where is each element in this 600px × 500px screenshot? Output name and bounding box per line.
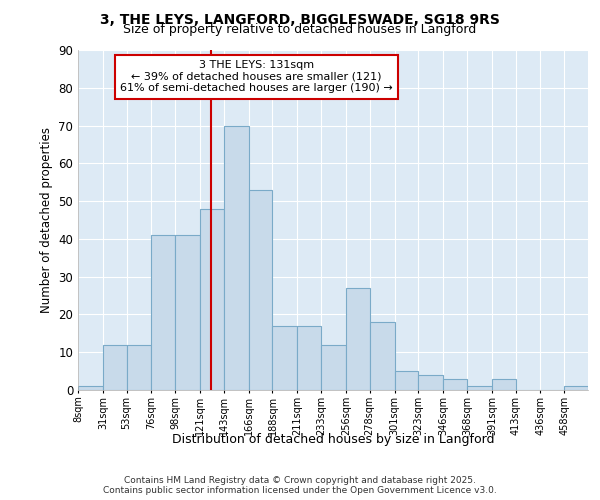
Bar [346,288,370,390]
Text: 3 THE LEYS: 131sqm
← 39% of detached houses are smaller (121)
61% of semi-detach: 3 THE LEYS: 131sqm ← 39% of detached hou… [120,60,393,94]
Text: Contains public sector information licensed under the Open Government Licence v3: Contains public sector information licen… [103,486,497,495]
Bar [443,378,467,390]
Bar [395,371,418,390]
Bar [200,208,224,390]
Bar [272,326,298,390]
Bar [224,126,249,390]
Bar [175,235,200,390]
Bar [298,326,321,390]
Bar [151,235,175,390]
Bar [321,344,346,390]
Y-axis label: Number of detached properties: Number of detached properties [40,127,53,313]
Bar [564,386,588,390]
Bar [492,378,515,390]
Text: Contains HM Land Registry data © Crown copyright and database right 2025.: Contains HM Land Registry data © Crown c… [124,476,476,485]
Text: Distribution of detached houses by size in Langford: Distribution of detached houses by size … [172,432,494,446]
Bar [103,344,127,390]
Bar [418,375,443,390]
Text: Size of property relative to detached houses in Langford: Size of property relative to detached ho… [124,24,476,36]
Bar [467,386,492,390]
Bar [78,386,103,390]
Text: 3, THE LEYS, LANGFORD, BIGGLESWADE, SG18 9RS: 3, THE LEYS, LANGFORD, BIGGLESWADE, SG18… [100,12,500,26]
Bar [370,322,395,390]
Bar [249,190,272,390]
Bar [127,344,151,390]
